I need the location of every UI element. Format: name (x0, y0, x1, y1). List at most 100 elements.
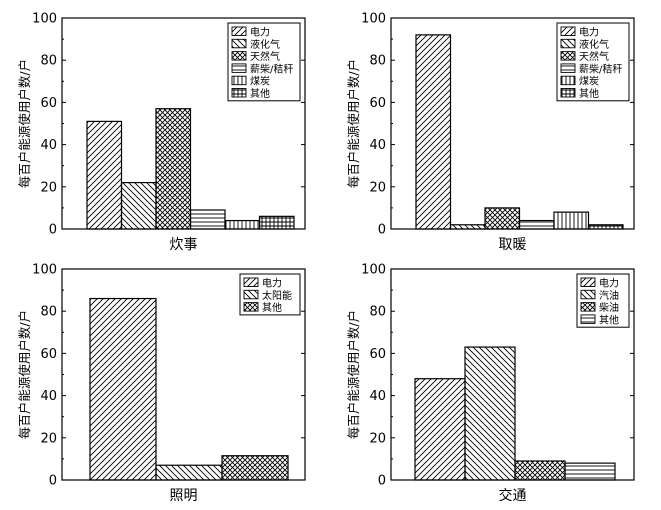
legend-swatch (243, 277, 259, 287)
legend-label: 电力 (262, 277, 282, 290)
y-tick-label: 0 (49, 223, 57, 238)
y-tick-label: 40 (369, 389, 386, 404)
bar-天然气 (484, 207, 521, 230)
bar-薪柴/秸秆 (189, 209, 226, 230)
y-axis-label: 每百户能源使用户数/户 (17, 310, 32, 439)
y-tick-label: 0 (49, 474, 57, 489)
legend-swatch (560, 51, 576, 61)
bar-电力 (89, 297, 157, 481)
y-tick-label: 100 (32, 263, 57, 278)
legend-swatch (231, 88, 247, 98)
legend-swatch (560, 26, 576, 36)
x-axis-label: 炊事 (170, 237, 198, 253)
legend-label: 液化气 (579, 38, 609, 51)
legend-swatch (580, 289, 596, 300)
y-tick-label: 80 (369, 54, 386, 69)
chart-panel-1: 0 20 40 60 80 100 每百户能源使用户数/户炊事 电力液化气天然气薪柴/秸秆煤炭… (17, 12, 306, 253)
bar-液化气 (120, 181, 157, 230)
y-tick-label: 60 (369, 347, 386, 362)
legend-label: 天然气 (250, 50, 280, 63)
y-tick-label: 60 (40, 347, 57, 362)
y-tick-label: 0 (378, 474, 386, 489)
legend-swatch (560, 75, 576, 86)
x-axis-label: 交通 (499, 487, 527, 504)
legend-swatch (243, 289, 259, 300)
legend-swatch (580, 314, 596, 324)
bar-其他 (564, 462, 616, 481)
bar-电力 (86, 120, 123, 230)
y-tick-label: 20 (40, 431, 57, 446)
legend-swatch (231, 63, 247, 73)
legend-label: 电力 (599, 277, 619, 290)
y-axis-label: 每百户能源使用户数/户 (346, 310, 361, 439)
y-tick-label: 100 (361, 12, 386, 27)
bar-电力 (415, 34, 452, 230)
bar-煤炭 (224, 219, 261, 230)
legend-swatch (560, 63, 576, 73)
y-tick-label: 80 (40, 305, 57, 320)
legend-label: 电力 (579, 26, 599, 39)
bar-液化气 (449, 224, 486, 230)
y-tick-label: 40 (40, 138, 57, 153)
chart-panel-2: 0 20 40 60 80 100 每百户能源使用户数/户取暖 电力液化气天然气薪柴/秸秆煤炭… (346, 12, 635, 253)
legend-label: 电力 (250, 26, 270, 39)
y-tick-label: 60 (369, 96, 386, 111)
legend-label: 柴油 (599, 301, 619, 314)
bar-天然气 (155, 108, 192, 230)
legend-label: 薪柴/秸秆 (579, 62, 622, 75)
legend-swatch (231, 75, 247, 86)
legend-label: 其他 (250, 87, 270, 100)
bar-太阳能 (155, 464, 223, 481)
legend-label: 汽油 (599, 289, 619, 302)
y-tick-label: 80 (40, 54, 57, 69)
y-tick-label: 100 (361, 263, 386, 278)
legend-box (227, 22, 301, 102)
bar-柴油 (514, 460, 566, 481)
y-tick-label: 0 (378, 223, 386, 238)
y-tick-label: 40 (369, 138, 386, 153)
y-tick-label: 20 (40, 180, 57, 195)
legend-label: 其他 (599, 313, 619, 326)
legend-label: 煤炭 (579, 75, 599, 88)
legend-label: 天然气 (579, 50, 609, 63)
y-tick-label: 40 (40, 389, 57, 404)
legend-swatch (580, 277, 596, 287)
bar-其他 (221, 455, 289, 481)
legend-label: 其他 (579, 87, 599, 100)
y-axis-label: 每百户能源使用户数/户 (346, 59, 361, 188)
legend-label: 太阳能 (262, 289, 292, 302)
y-tick-label: 100 (32, 12, 57, 27)
legend-swatch (560, 38, 576, 49)
x-axis-label: 取暖 (499, 237, 527, 253)
legend-swatch (560, 88, 576, 98)
bar-电力 (414, 378, 466, 481)
legend-swatch (231, 51, 247, 61)
bar-薪柴/秸秆 (518, 219, 555, 230)
y-tick-label: 20 (369, 431, 386, 446)
legend-label: 液化气 (250, 38, 280, 51)
y-tick-label: 80 (369, 305, 386, 320)
y-tick-label: 20 (369, 180, 386, 195)
bar-汽油 (464, 346, 516, 481)
bar-煤炭 (553, 211, 590, 230)
legend-box (556, 22, 630, 102)
legend-swatch (231, 38, 247, 49)
bar-其他 (587, 224, 624, 230)
x-axis-label: 照明 (170, 488, 198, 504)
legend-label: 薪柴/秸秆 (250, 62, 293, 75)
legend-swatch (243, 302, 259, 312)
legend-label: 其他 (262, 301, 282, 314)
legend-swatch (580, 302, 596, 312)
y-axis-label: 每百户能源使用户数/户 (17, 59, 32, 188)
y-tick-label: 60 (40, 96, 57, 111)
legend-label: 煤炭 (250, 75, 270, 88)
legend-swatch (231, 26, 247, 36)
